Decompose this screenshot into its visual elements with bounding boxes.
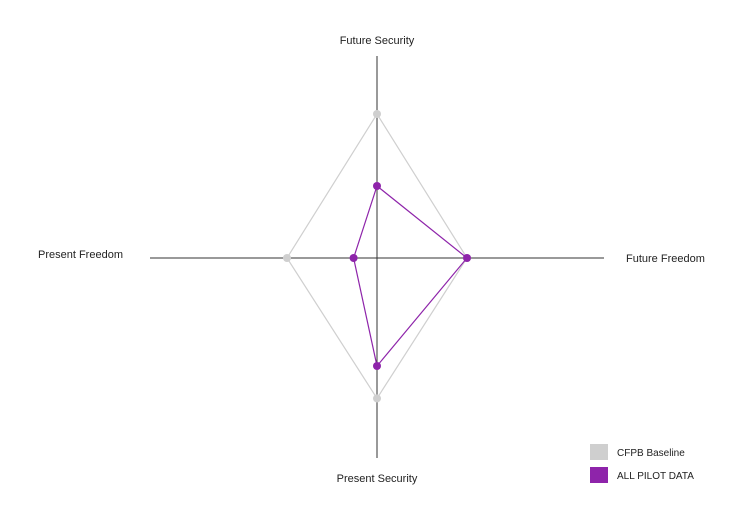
point-cfpb-baseline-future-security [373,110,381,118]
axes [150,56,604,458]
legend-item-all-pilot-data: ALL PILOT DATA [590,467,694,483]
axis-label-present-freedom: Present Freedom [38,249,123,261]
point-all-pilot-data-future-freedom [463,254,471,262]
axis-label-future-freedom: Future Freedom [626,253,705,265]
point-all-pilot-data-future-security [373,182,381,190]
point-cfpb-baseline-present-security [373,394,381,403]
legend-swatch-cfpb-baseline [590,444,608,460]
legend-swatch-all-pilot-data [590,467,608,483]
legend-label-all-pilot-data: ALL PILOT DATA [617,471,694,482]
axis-label-present-security: Present Security [337,473,418,485]
legend-label-cfpb-baseline: CFPB Baseline [617,448,685,459]
point-cfpb-baseline-present-freedom [283,254,291,262]
series-layer [283,110,471,403]
point-all-pilot-data-present-security [373,362,381,370]
axis-label-future-security: Future Security [340,35,415,47]
point-all-pilot-data-present-freedom [349,254,358,262]
legend: CFPB Baseline ALL PILOT DATA [590,444,694,483]
legend-item-cfpb-baseline: CFPB Baseline [590,444,685,460]
series-line-all-pilot-data [352,184,468,368]
axis-labels: Future Security Future Freedom Present S… [38,35,705,485]
